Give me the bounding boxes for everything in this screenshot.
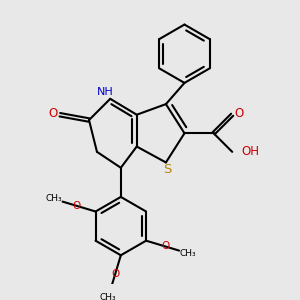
Text: NH: NH bbox=[97, 87, 113, 97]
Text: CH₃: CH₃ bbox=[180, 249, 196, 258]
Text: O: O bbox=[72, 201, 81, 211]
Text: S: S bbox=[163, 163, 171, 176]
Text: O: O bbox=[49, 107, 58, 120]
Text: O: O bbox=[161, 242, 169, 251]
Text: CH₃: CH₃ bbox=[100, 293, 117, 300]
Text: O: O bbox=[111, 269, 119, 279]
Text: OH: OH bbox=[242, 145, 260, 158]
Text: CH₃: CH₃ bbox=[45, 194, 62, 203]
Text: O: O bbox=[234, 107, 244, 120]
